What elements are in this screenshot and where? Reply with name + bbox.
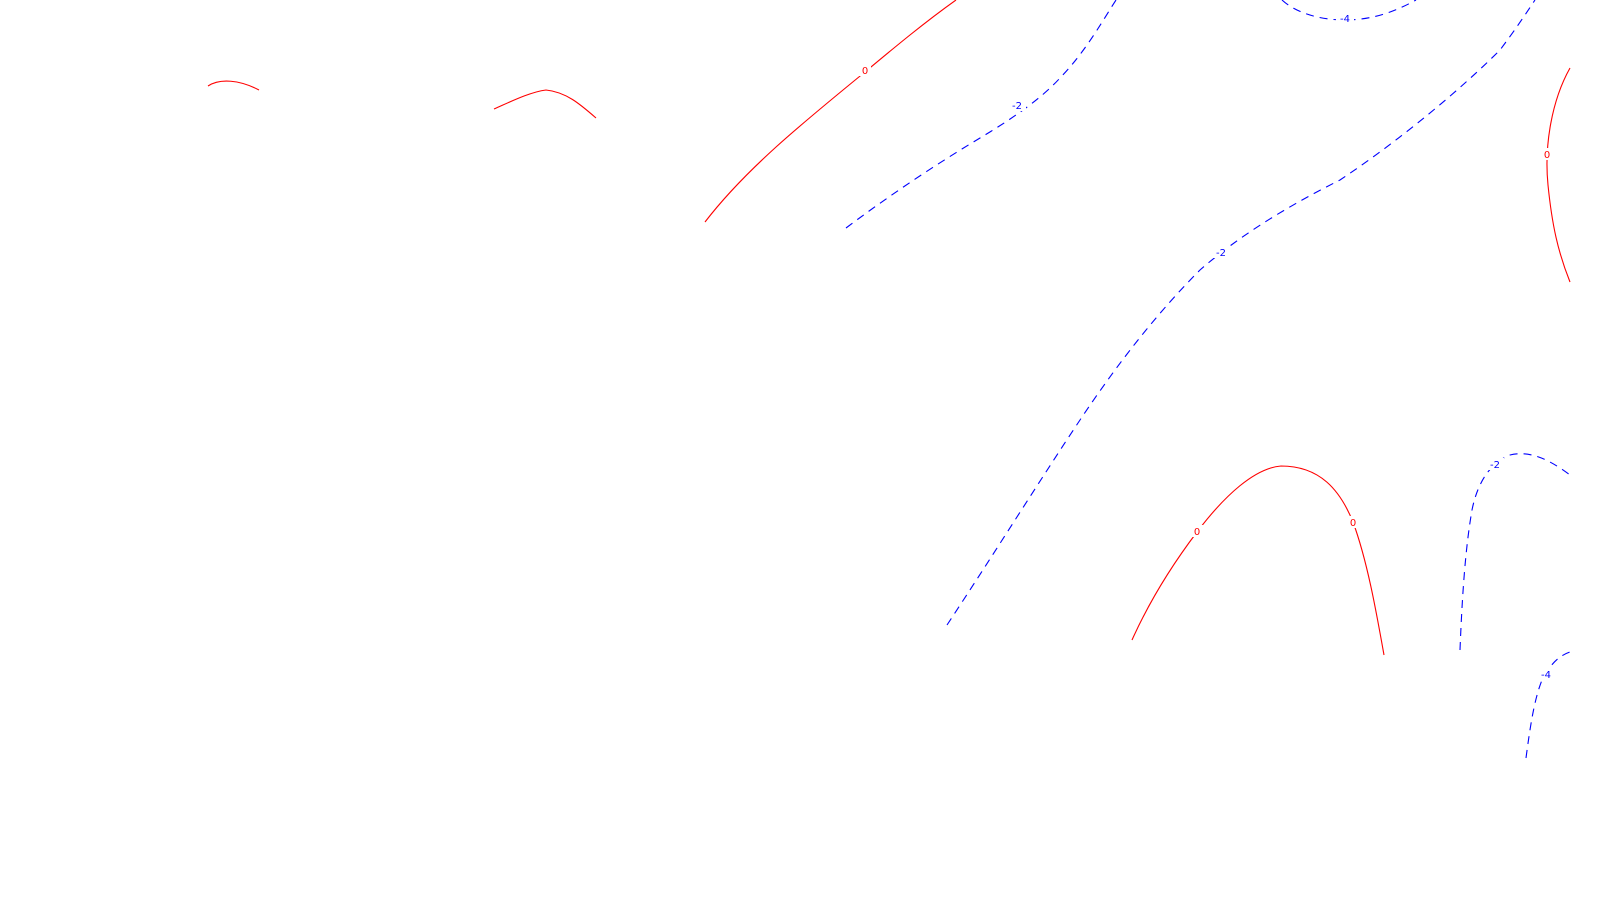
label-zero-arch-left: 0	[1194, 527, 1200, 538]
contour-line-minus2-lower-right	[1459, 453, 1571, 651]
contour-line-zero-arch	[1131, 465, 1385, 656]
label-minus4-bottom-right: -4	[1541, 670, 1551, 681]
contour-line-minus2-long	[946, 0, 1536, 626]
label-minus2-long: -2	[1216, 248, 1226, 259]
label-zero-diagonal: 0	[862, 66, 868, 77]
contour-line-zero-diagonal	[704, 0, 957, 223]
contour-line-zero-small-left	[207, 80, 260, 91]
contour-line-minus4-top	[1281, 0, 1417, 21]
contour-labels: 0 0 0 0 -2 -2 -2 -4 -4	[859, 12, 1555, 681]
negative-contours	[845, 0, 1571, 759]
label-minus2-upper: -2	[1012, 101, 1022, 112]
label-zero-right-edge: 0	[1544, 150, 1550, 161]
contour-line-zero-small-mid	[493, 89, 597, 119]
label-minus2-lower-right: -2	[1490, 460, 1500, 471]
zero-contours	[207, 0, 1571, 656]
label-zero-arch-right: 0	[1350, 518, 1356, 529]
label-minus4-top: -4	[1340, 14, 1350, 25]
contour-line-minus2-upper	[845, 0, 1117, 229]
contour-line-zero-right-edge	[1546, 67, 1571, 283]
